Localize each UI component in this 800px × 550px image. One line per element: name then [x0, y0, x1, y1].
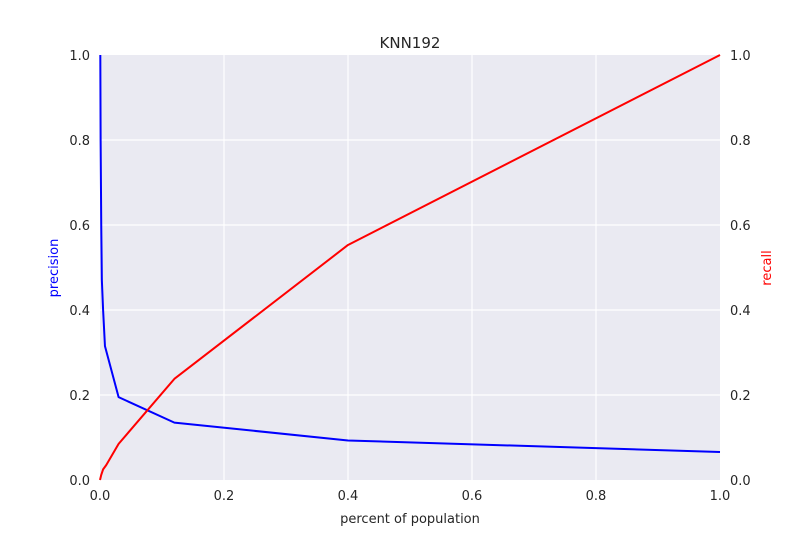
y-right-tick-label: 0.6 [730, 219, 751, 234]
y-left-tick-label: 0.2 [69, 389, 90, 404]
x-tick-label: 1.0 [710, 489, 731, 504]
series-layer [99, 54, 721, 481]
x-tick-label: 0.8 [586, 489, 607, 504]
grid [100, 55, 720, 480]
x-tick-label: 0.4 [338, 489, 359, 504]
tick-labels: 0.0 0.2 0.4 0.6 0.8 1.00.00.20.40.60.81.00.00… [69, 49, 750, 504]
y-right-tick-label: 1.0 [730, 49, 751, 64]
y-left-tick-label: 0.0 [69, 474, 90, 489]
plot-area [100, 55, 720, 480]
y-right-tick-label: 0.4 [730, 304, 751, 319]
y-left-tick-label: 1.0 [69, 49, 90, 64]
series-line-precision [99, 54, 721, 453]
y-axis-right-label: recall [760, 250, 775, 285]
x-axis-label: percent of population [340, 512, 480, 527]
y-right-tick-label: 0.8 [730, 134, 751, 149]
series-line-recall [99, 54, 721, 481]
y-axis-left-label: precision [47, 239, 62, 298]
y-right-tick-label: 0.0 [730, 474, 751, 489]
chart-title: KNN192 [380, 34, 441, 52]
y-left-tick-label: 0.8 [69, 134, 90, 149]
y-left-tick-label: 0.4 [69, 304, 90, 319]
y-right-tick-label: 0.2 [730, 389, 751, 404]
x-tick-label: 0.6 [462, 489, 483, 504]
x-tick-label: 0.2 [214, 489, 235, 504]
x-tick-label: 0.0 [90, 489, 111, 504]
y-left-tick-label: 0.6 [69, 219, 90, 234]
